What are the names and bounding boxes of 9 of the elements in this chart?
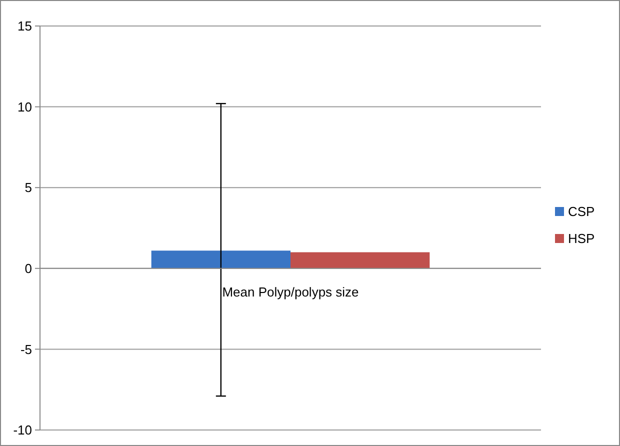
y-tick-label: 5 [24,180,32,196]
y-tick-label: 10 [18,99,32,114]
legend-label: HSP [568,231,595,246]
y-tick-label: -10 [13,422,32,438]
x-tick-label: Mean Polyp/polyps size [222,284,359,300]
y-tick-label: 0 [24,260,32,276]
legend-label: CSP [568,204,595,219]
y-tick-label: 15 [18,18,32,34]
y-tick-label: -5 [20,342,32,357]
